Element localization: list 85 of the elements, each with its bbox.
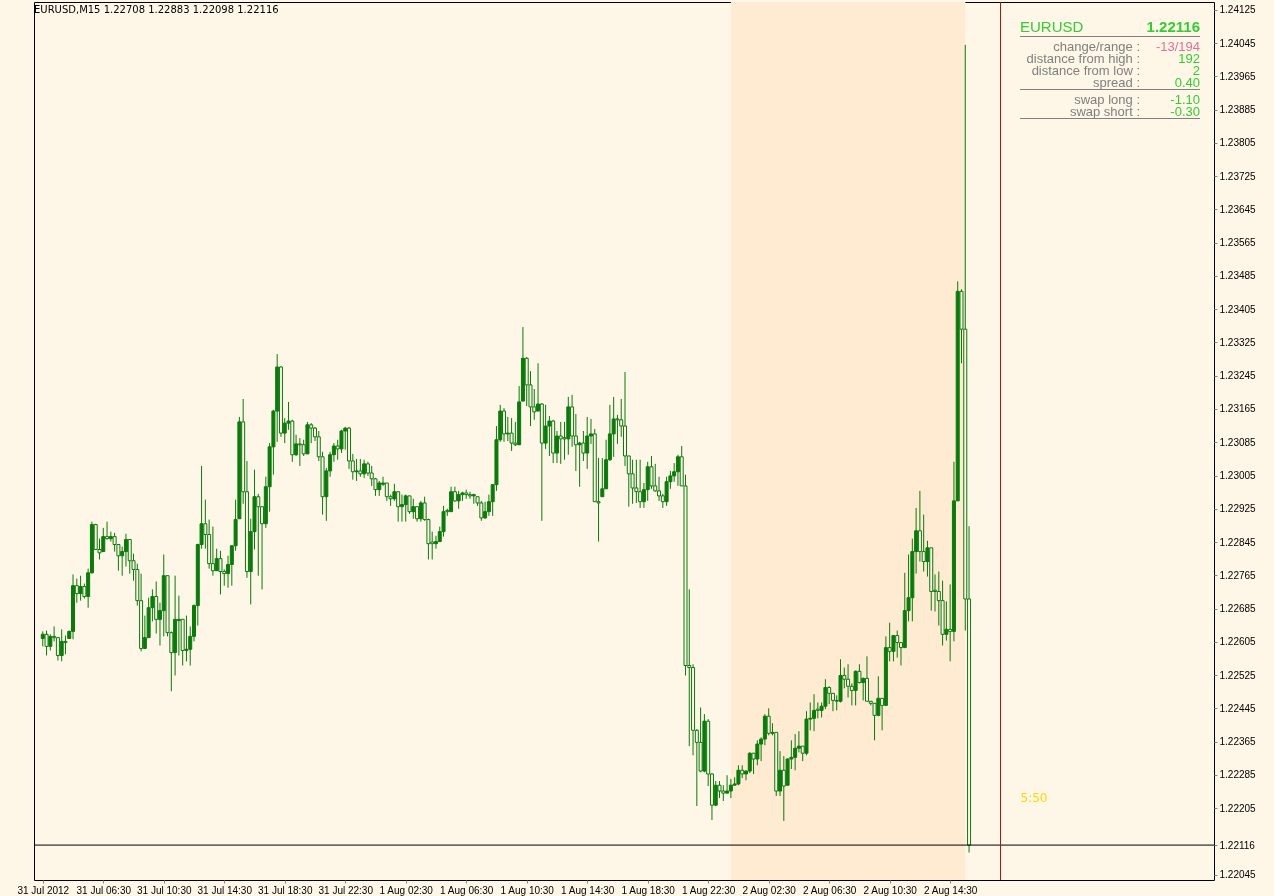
candlestick bbox=[176, 595, 181, 657]
candlestick bbox=[297, 437, 302, 467]
y-tick-label: 1.23405 bbox=[1219, 303, 1257, 315]
y-tick-label: 1.23565 bbox=[1219, 237, 1257, 249]
y-tick-label: 1.22525 bbox=[1219, 669, 1257, 681]
x-tick-label: 2 Aug 10:30 bbox=[863, 884, 918, 896]
candlestick bbox=[184, 615, 189, 662]
x-tick-label: 1 Aug 14:30 bbox=[561, 884, 615, 896]
annotation: 1.22116 bbox=[1145, 18, 1200, 36]
y-tick-label: 1.23885 bbox=[1219, 104, 1257, 116]
candlestick bbox=[369, 465, 374, 487]
candlestick bbox=[725, 774, 730, 794]
x-tick-label: 2 Aug 14:30 bbox=[923, 884, 978, 896]
candlestick bbox=[256, 493, 261, 577]
x-tick-label: 1 Aug 18:30 bbox=[621, 884, 676, 896]
candlestick bbox=[63, 635, 68, 655]
x-tick-label: 31 Jul 14:30 bbox=[197, 884, 253, 896]
annotation: EURUSD bbox=[1020, 18, 1084, 36]
candlestick bbox=[630, 459, 635, 505]
candlestick bbox=[747, 751, 752, 774]
x-tick-label: 31 Jul 22:30 bbox=[318, 884, 374, 896]
candlestick bbox=[853, 669, 858, 706]
x-tick-label: 1 Aug 10:30 bbox=[500, 884, 555, 896]
y-tick-label: 1.22765 bbox=[1219, 569, 1257, 581]
y-tick-label: 1.22365 bbox=[1219, 736, 1257, 748]
annotation: -0.30 bbox=[1169, 104, 1200, 119]
y-tick-label: 1.22116 bbox=[1219, 839, 1256, 851]
candlestick bbox=[468, 491, 472, 500]
x-tick-label: 2 Aug 02:30 bbox=[742, 884, 797, 896]
y-tick-label: 1.23005 bbox=[1219, 470, 1257, 481]
candlestick bbox=[585, 416, 590, 470]
candlestick bbox=[502, 407, 507, 443]
y-tick-label: 1.23965 bbox=[1219, 70, 1257, 82]
y-tick-label: 1.23485 bbox=[1219, 270, 1257, 282]
x-tick-label: 31 Jul 10:30 bbox=[137, 884, 192, 896]
y-tick-label: 1.22925 bbox=[1219, 503, 1257, 515]
candlestick bbox=[755, 739, 760, 766]
y-tick-label: 1.22845 bbox=[1219, 536, 1257, 548]
y-tick-label: 1.22445 bbox=[1219, 702, 1257, 714]
candlestick bbox=[433, 535, 438, 550]
candlestick bbox=[895, 630, 900, 659]
annotation: -1.10 bbox=[1169, 92, 1200, 107]
ref-line-label: 5:50 bbox=[1020, 791, 1048, 805]
candlestick bbox=[509, 417, 514, 452]
x-tick-label: 1 Aug 22:30 bbox=[681, 884, 736, 896]
candlestick bbox=[558, 421, 563, 465]
y-tick-label: 1.22045 bbox=[1219, 869, 1257, 881]
candlestick bbox=[411, 498, 416, 520]
candlestick bbox=[793, 733, 798, 771]
x-tick-label: 31 Jul 18:30 bbox=[258, 884, 313, 896]
y-tick-label: 1.23085 bbox=[1219, 436, 1257, 448]
candlestick bbox=[634, 459, 639, 504]
candlestick bbox=[611, 396, 616, 458]
y-tick-label: 1.24125 bbox=[1219, 4, 1257, 16]
candlestick bbox=[479, 500, 484, 522]
annotation: -13/194 bbox=[1154, 39, 1200, 54]
x-tick-label: 31 Jul 2012 bbox=[17, 884, 70, 896]
y-tick-label: 1.23805 bbox=[1219, 137, 1257, 149]
y-tick-label: 1.22285 bbox=[1219, 769, 1257, 781]
y-tick-label: 1.23245 bbox=[1219, 370, 1257, 382]
y-tick-label: 1.22605 bbox=[1219, 636, 1257, 648]
y-tick-label: 1.24045 bbox=[1219, 37, 1257, 49]
y-tick-label: 1.23725 bbox=[1219, 170, 1257, 182]
x-tick-label: 1 Aug 06:30 bbox=[440, 884, 494, 896]
candlestick bbox=[399, 494, 404, 523]
annotation: spread : bbox=[1093, 75, 1140, 90]
chart-title: EURUSD,M15 1.22708 1.22883 1.22098 1.22116 bbox=[34, 4, 279, 15]
candlestick bbox=[59, 628, 64, 662]
x-tick-label: 1 Aug 02:30 bbox=[379, 884, 434, 896]
x-tick-label: 31 Jul 06:30 bbox=[76, 884, 132, 896]
annotation: swap long : bbox=[1074, 92, 1140, 107]
candlestick bbox=[728, 778, 733, 799]
annotation: change/range : bbox=[1053, 39, 1140, 54]
x-tick-label: 2 Aug 06:30 bbox=[802, 884, 857, 896]
annotation: 192 bbox=[1177, 51, 1200, 66]
y-tick-label: 1.22685 bbox=[1219, 603, 1257, 615]
y-tick-label: 1.23325 bbox=[1219, 336, 1257, 348]
candlestick bbox=[638, 459, 643, 509]
annotation: 2 bbox=[1191, 63, 1200, 78]
candlestick bbox=[675, 454, 680, 487]
annotation: 0.40 bbox=[1173, 75, 1200, 90]
y-tick-label: 1.23165 bbox=[1219, 403, 1257, 415]
candlestick bbox=[649, 455, 654, 490]
y-tick-label: 1.23645 bbox=[1219, 203, 1257, 215]
y-tick-label: 1.22205 bbox=[1219, 802, 1257, 814]
